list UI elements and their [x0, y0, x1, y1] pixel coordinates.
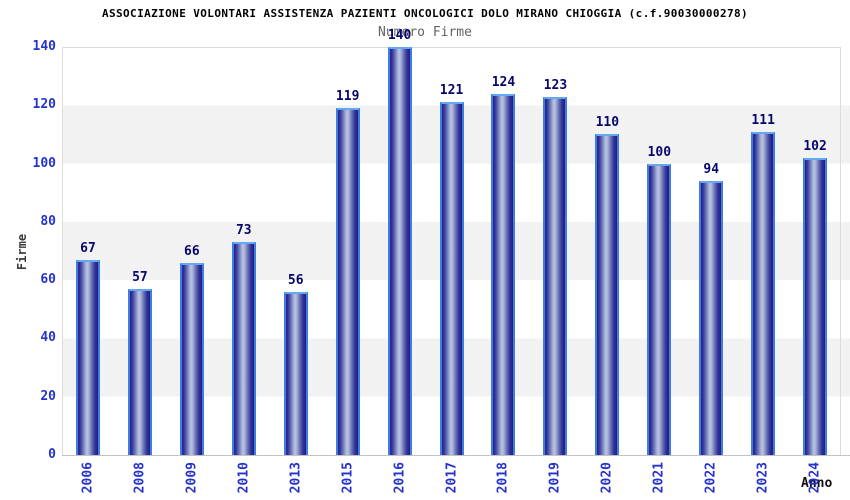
bar-slot: 94 2022 [685, 47, 737, 493]
bars-layer: 67 2006 57 2008 66 2009 73 2010 56 2013 119 2015 140… [62, 29, 841, 493]
x-tick-label: 2018 [495, 462, 511, 494]
x-axis-title: Anno [801, 476, 833, 491]
bar-value-label: 94 [703, 162, 720, 178]
bar [699, 181, 724, 455]
bar-slot: 110 2020 [581, 47, 633, 493]
x-tick-label: 2016 [392, 462, 408, 494]
bar [803, 157, 828, 455]
bar [751, 131, 776, 455]
bar-slot: 56 2013 [270, 47, 322, 493]
bar-slot: 111 2023 [737, 47, 789, 493]
x-tick-label: 2015 [340, 462, 356, 494]
bar-value-label: 140 [387, 28, 412, 43]
bar [335, 108, 360, 455]
x-tick-label: 2024 [807, 462, 823, 494]
x-tick-label: 2009 [184, 462, 200, 494]
bar [491, 93, 516, 455]
x-tick-label: 2008 [132, 462, 148, 494]
x-tick-label: 2023 [755, 462, 771, 494]
y-tick-label: 80 [40, 213, 56, 229]
y-tick-label: 140 [32, 39, 56, 54]
y-tick-label: 100 [32, 155, 56, 171]
y-tick-label: 0 [48, 447, 56, 462]
bar [647, 163, 672, 455]
bar-slot: 73 2010 [218, 47, 270, 493]
x-tick-label: 2010 [236, 462, 252, 494]
bar-slot: 119 2015 [322, 47, 374, 493]
y-tick-label: 120 [32, 97, 56, 113]
x-tick-label: 2017 [444, 462, 460, 494]
y-tick-label: 20 [40, 388, 56, 404]
bar-slot: 123 2019 [529, 47, 581, 493]
bar-value-label: 66 [184, 243, 200, 259]
x-tick-label: 2006 [80, 462, 96, 494]
bar-value-label: 100 [647, 144, 672, 160]
x-tick-label: 2019 [547, 462, 563, 494]
bar-slot: 121 2017 [426, 47, 478, 493]
bar-value-label: 124 [491, 74, 516, 90]
bar-slot: 100 2021 [633, 47, 685, 493]
x-tick-label: 2022 [703, 462, 719, 494]
bar-value-label: 67 [80, 240, 96, 256]
bar [127, 288, 152, 455]
bar [75, 259, 100, 455]
bar-slot: 66 2009 [166, 47, 218, 493]
y-tick-label: 40 [40, 330, 56, 346]
bar [439, 102, 464, 455]
bar-value-label: 57 [132, 269, 148, 285]
bar-value-label: 56 [287, 272, 304, 288]
bar [283, 291, 308, 455]
x-axis-line [62, 455, 850, 456]
bar [387, 47, 412, 455]
bar [231, 242, 256, 455]
x-tick-label: 2013 [288, 462, 304, 494]
bar-value-label: 73 [235, 223, 252, 239]
bar-value-label: 111 [751, 112, 775, 128]
chart-title: ASSOCIAZIONE VOLONTARI ASSISTENZA PAZIEN… [101, 7, 749, 20]
plot-border [62, 47, 841, 455]
bar-value-label: 123 [543, 77, 568, 93]
bar-slot: 67 2006 [62, 47, 114, 493]
bar-slot: 57 2008 [114, 47, 166, 493]
y-tick-label: 60 [40, 272, 56, 288]
bar [595, 134, 620, 455]
bar [179, 262, 204, 455]
bar-slot: 140 2016 [374, 29, 426, 493]
chart-subtitle: Numero Firme [378, 25, 472, 40]
bar-slot: 124 2018 [478, 47, 530, 493]
bar [543, 96, 568, 455]
bar-value-label: 110 [595, 115, 620, 131]
bar-value-label: 102 [803, 138, 827, 154]
bar-value-label: 119 [335, 89, 360, 105]
x-tick-label: 2020 [599, 462, 615, 494]
bar-slot: 102 2024 [789, 47, 841, 493]
x-tick-label: 2021 [651, 462, 667, 494]
y-axis-ticks: 0 20 40 60 80 100 120 140 [0, 40, 56, 462]
bar-value-label: 121 [439, 83, 464, 99]
